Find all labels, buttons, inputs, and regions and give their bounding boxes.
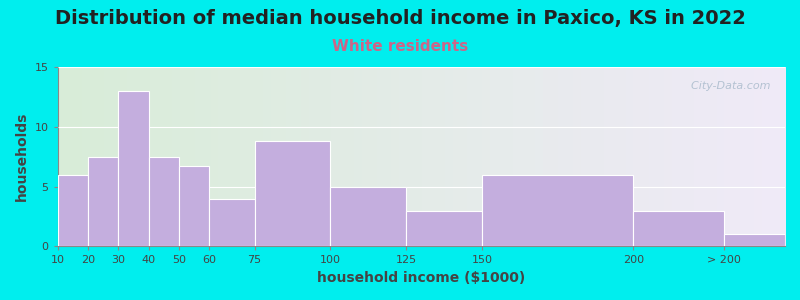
Bar xyxy=(634,211,724,246)
Bar xyxy=(149,157,179,246)
Bar xyxy=(179,166,209,246)
Text: White residents: White residents xyxy=(332,39,468,54)
Text: Distribution of median household income in Paxico, KS in 2022: Distribution of median household income … xyxy=(54,9,746,28)
Bar xyxy=(209,199,254,246)
Bar xyxy=(254,141,330,246)
Bar xyxy=(724,235,785,246)
Bar xyxy=(406,211,482,246)
Bar xyxy=(88,157,118,246)
Text: City-Data.com: City-Data.com xyxy=(684,81,770,92)
Y-axis label: households: households xyxy=(15,112,29,201)
Bar xyxy=(118,91,149,246)
Bar xyxy=(482,175,634,246)
Bar xyxy=(58,175,88,246)
X-axis label: household income ($1000): household income ($1000) xyxy=(317,271,526,285)
Bar xyxy=(330,187,406,246)
